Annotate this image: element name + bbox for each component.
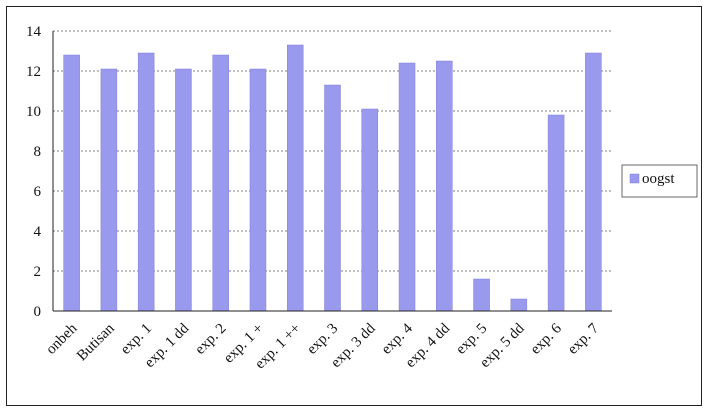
bar xyxy=(175,68,192,312)
y-axis: 0 2 4 6 8 10 12 14 xyxy=(26,24,612,320)
y-tick-label: 4 xyxy=(34,224,42,240)
y-tick-label: 6 xyxy=(34,184,42,200)
y-tick-label: 14 xyxy=(26,24,42,40)
legend-label: oogst xyxy=(642,171,675,187)
bar xyxy=(100,68,118,312)
bar xyxy=(286,44,304,312)
bar xyxy=(324,84,341,312)
y-tick-label: 2 xyxy=(34,264,42,280)
x-tick-label: Butisan xyxy=(74,320,118,364)
bars xyxy=(63,44,602,312)
bar xyxy=(249,68,267,312)
bar xyxy=(473,278,490,312)
bar xyxy=(547,114,565,312)
y-tick-label: 0 xyxy=(34,304,42,320)
bar xyxy=(436,60,453,312)
y-tick-label: 12 xyxy=(26,64,41,80)
bar xyxy=(212,54,229,312)
bar xyxy=(361,108,379,312)
legend-swatch xyxy=(629,173,640,184)
bar xyxy=(398,62,416,312)
y-tick-label: 8 xyxy=(34,144,42,160)
legend: oogst xyxy=(621,164,698,198)
bar xyxy=(585,52,602,312)
x-tick-label: exp. 6 xyxy=(528,320,566,358)
bar xyxy=(137,52,155,312)
bar xyxy=(63,54,80,312)
bar xyxy=(510,298,528,312)
x-tick-label: exp. 7 xyxy=(565,320,603,358)
y-tick-label: 10 xyxy=(26,104,41,120)
